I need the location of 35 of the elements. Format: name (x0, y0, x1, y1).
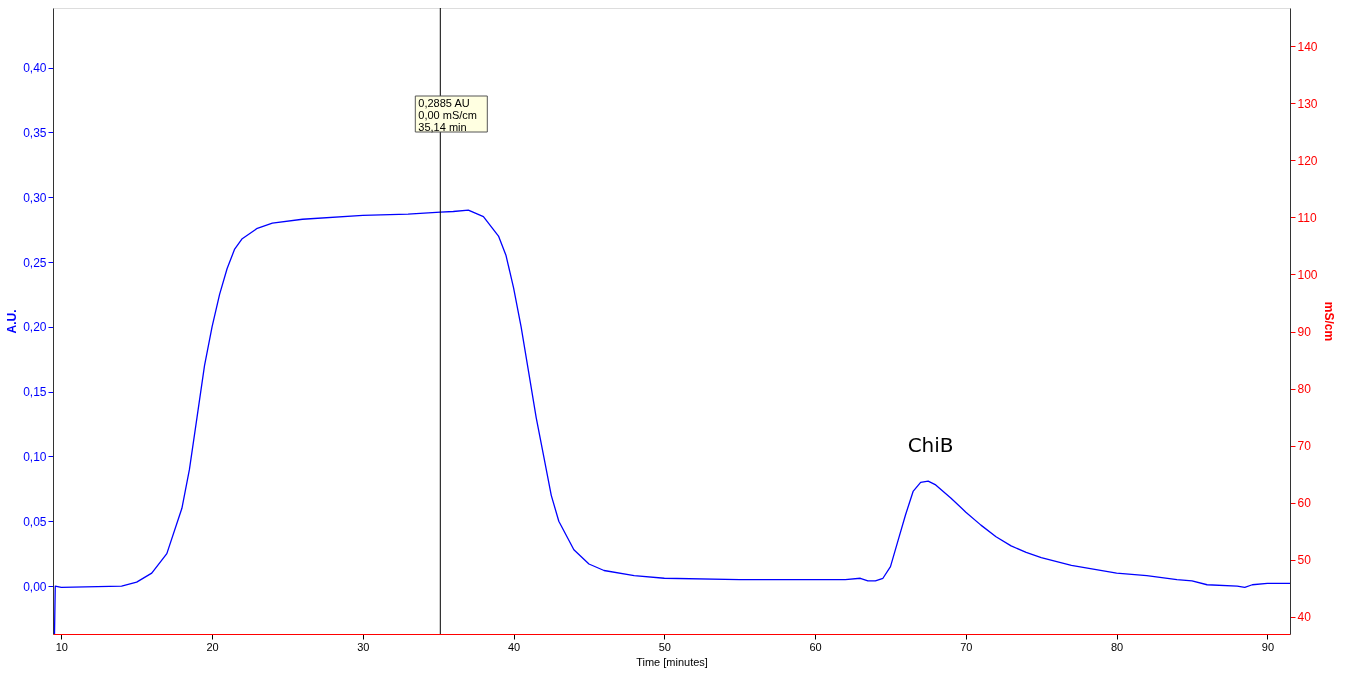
y-tick-label: 0,00 (23, 579, 47, 594)
y2-axis-title: mS/cm (1321, 301, 1336, 342)
y-tick-label: 0,15 (23, 385, 47, 400)
y-tick-label: 0,25 (23, 255, 47, 270)
y2-tick-label: 110 (1297, 210, 1317, 225)
x-tick-label: 60 (809, 640, 822, 653)
y2-tick-label: 60 (1297, 496, 1312, 511)
y2-tick-label: 70 (1297, 439, 1312, 454)
y2-tick-label: 50 (1297, 553, 1312, 568)
x-tick-label: 90 (1261, 640, 1275, 653)
y2-tick-label: 80 (1297, 382, 1312, 397)
y2-tick-label: 140 (1297, 39, 1318, 54)
y2-tick-label: 100 (1297, 267, 1318, 282)
x-tick-label: 20 (206, 640, 219, 653)
y-tick-label: 0,20 (23, 320, 47, 335)
annotation: 0,2885 AU 0,00 mS/cm 35,14 min (418, 97, 477, 133)
x-tick-label: 80 (1111, 640, 1124, 653)
y-axis-title: A.U. (5, 309, 20, 334)
x-tick-label: 10 (55, 640, 68, 653)
x-tick-label: 40 (507, 640, 521, 653)
y2-tick-label: 130 (1297, 96, 1318, 111)
x-axis-title: Time [minutes] (636, 655, 708, 668)
y2-tick-label: 90 (1297, 325, 1312, 340)
y2-tick-label: 120 (1297, 153, 1318, 168)
y-tick-label: 0,30 (23, 190, 47, 205)
x-tick-label: 70 (960, 640, 973, 653)
y2-tick-label: 40 (1297, 610, 1312, 625)
annotation: ChiB (907, 433, 954, 458)
y-tick-label: 0,10 (23, 449, 47, 464)
line-series (53, 209, 1291, 635)
y-tick-label: 0,05 (23, 514, 47, 529)
x-tick-label: 50 (658, 640, 671, 653)
y-tick-label: 0,35 (23, 125, 47, 140)
x-tick-label: 30 (357, 640, 370, 653)
y-tick-label: 0,40 (23, 61, 47, 76)
